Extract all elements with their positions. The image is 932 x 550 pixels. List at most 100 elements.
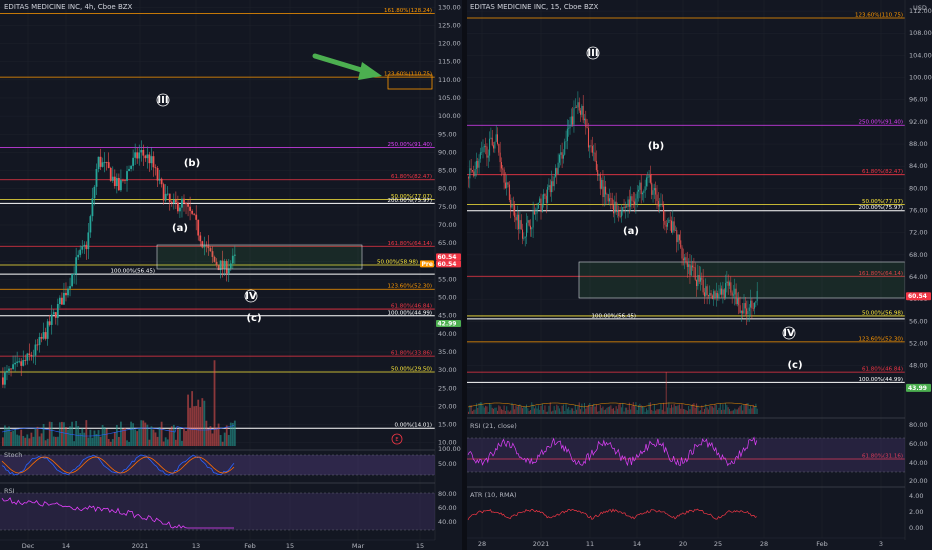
volume-bar: [197, 399, 200, 446]
volume-bar: [150, 426, 153, 446]
price-tick-label: 120.00: [438, 40, 461, 48]
volume-bar: [474, 409, 476, 414]
right-chart-panel[interactable]: 123.60%(110.75) 250.00%(91.40) 61.80%(82.4…: [467, 0, 932, 550]
candle-body: [223, 261, 226, 269]
volume-bar: [117, 436, 120, 446]
candle-body: [545, 195, 547, 203]
candle-body: [638, 189, 640, 192]
volume-bar: [590, 406, 592, 414]
volume-bar: [739, 405, 741, 414]
candle-body: [136, 152, 139, 159]
candle-body: [589, 145, 591, 148]
volume-bar: [14, 429, 17, 446]
price-tick-label: 72.00: [909, 229, 928, 237]
candle-body: [61, 297, 63, 305]
candle-body: [497, 134, 498, 144]
candle-body: [16, 361, 19, 363]
volume-bar: [689, 409, 691, 414]
candle-body: [717, 293, 719, 299]
candle-body: [503, 169, 505, 183]
volume-bar: [93, 430, 96, 446]
candle-body: [610, 198, 612, 199]
price-badge: [420, 260, 434, 268]
candle-body: [616, 210, 618, 213]
fib-level-label: 50.00%(56.98): [862, 310, 903, 316]
fib-level-label: 61.80%(46.84): [391, 304, 432, 310]
volume-bar: [742, 410, 744, 414]
earnings-marker[interactable]: [391, 433, 403, 445]
volume-bar: [619, 402, 621, 414]
candle-body: [475, 160, 477, 169]
time-tick-label: Dec: [22, 542, 35, 550]
price-badge-label: 60.54: [908, 293, 927, 300]
candle-body: [718, 294, 720, 299]
volume-bar: [677, 405, 679, 414]
candle-body: [721, 288, 723, 295]
candle-body: [168, 193, 171, 202]
left-chart-panel[interactable]: 161.80%(128.24)123.60%(110.75)250.00%(91…: [0, 0, 462, 550]
volume-bar: [42, 423, 45, 446]
wave-label-c: (c): [246, 313, 261, 324]
volume-bar: [740, 404, 742, 414]
candle-body: [593, 152, 595, 154]
price-badge-label: 60.54: [438, 254, 457, 261]
svg-text:III: III: [157, 95, 168, 106]
volume-bar: [487, 411, 489, 414]
rsi-21-label: RSI (21, close): [470, 422, 517, 430]
candle-body: [680, 240, 682, 248]
volume-bar: [541, 403, 543, 414]
volume-bar: [672, 407, 674, 414]
volume-bar: [469, 405, 471, 414]
candle-body: [478, 158, 480, 168]
candle-body: [233, 254, 236, 256]
price-tick-label: 112.00: [909, 7, 932, 15]
volume-bar: [738, 407, 740, 414]
candle-body: [645, 177, 647, 187]
volume-bar: [582, 411, 584, 414]
candle-body: [732, 294, 734, 296]
candle-body: [144, 155, 147, 159]
candle-body: [487, 155, 489, 158]
price-badge-label: 43.99: [908, 385, 927, 392]
candle-body: [34, 344, 37, 356]
candle-body: [631, 196, 633, 201]
volume-bar: [158, 426, 161, 446]
candle-body: [28, 353, 31, 355]
volume-ma-line: [467, 402, 757, 408]
candle-body: [193, 213, 196, 215]
fib-level-label: 50.00%(77.07): [391, 194, 432, 200]
candle-body: [676, 230, 678, 243]
wave-label-a-right: (a): [623, 226, 639, 237]
volume-bar: [103, 427, 106, 446]
volume-bar: [130, 421, 132, 446]
candle-body: [684, 257, 686, 261]
fib-level-label: 100.00%(44.99): [858, 377, 903, 383]
candle-body: [10, 368, 12, 370]
candle-body: [742, 310, 744, 314]
volume-bar: [63, 422, 65, 446]
volume-bar: [566, 408, 568, 414]
candle-body: [128, 168, 130, 172]
candle-body: [746, 308, 748, 315]
volume-bar: [706, 407, 708, 414]
candle-body: [748, 307, 750, 312]
price-tick-label: 10.00: [438, 439, 457, 447]
candle-body: [623, 207, 625, 208]
candle-body: [594, 152, 596, 161]
candle-body: [620, 210, 622, 217]
candle-body: [515, 217, 517, 221]
volume-bar: [578, 402, 580, 414]
volume-bar: [597, 411, 599, 414]
volume-bar: [655, 410, 657, 414]
candle-body: [115, 178, 118, 187]
price-tick-label: 56.00: [909, 317, 928, 325]
volume-bar: [701, 405, 703, 414]
candle-body: [582, 105, 584, 121]
candle-body: [187, 204, 189, 207]
candle-body: [653, 188, 655, 191]
volume-bar: [680, 408, 682, 414]
volume-bar: [36, 426, 39, 446]
candle-body: [627, 199, 629, 207]
volume-bar: [50, 422, 53, 446]
volume-bar: [32, 436, 35, 446]
